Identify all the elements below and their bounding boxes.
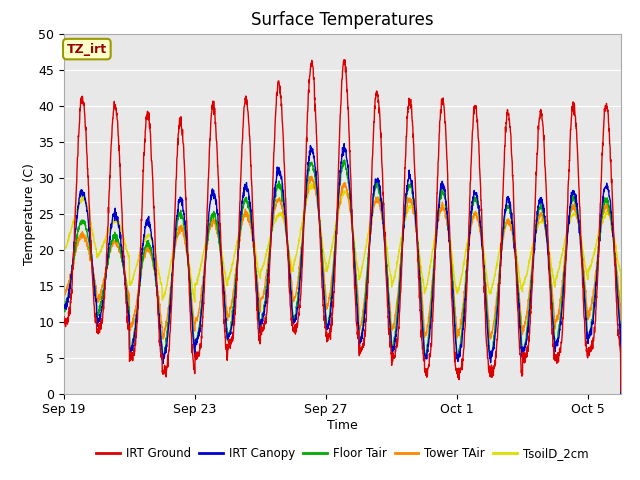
- Title: Surface Temperatures: Surface Temperatures: [251, 11, 434, 29]
- X-axis label: Time: Time: [327, 419, 358, 432]
- Text: TZ_irt: TZ_irt: [67, 43, 107, 56]
- Y-axis label: Temperature (C): Temperature (C): [22, 163, 35, 264]
- Legend: IRT Ground, IRT Canopy, Floor Tair, Tower TAir, TsoilD_2cm: IRT Ground, IRT Canopy, Floor Tair, Towe…: [92, 443, 593, 465]
